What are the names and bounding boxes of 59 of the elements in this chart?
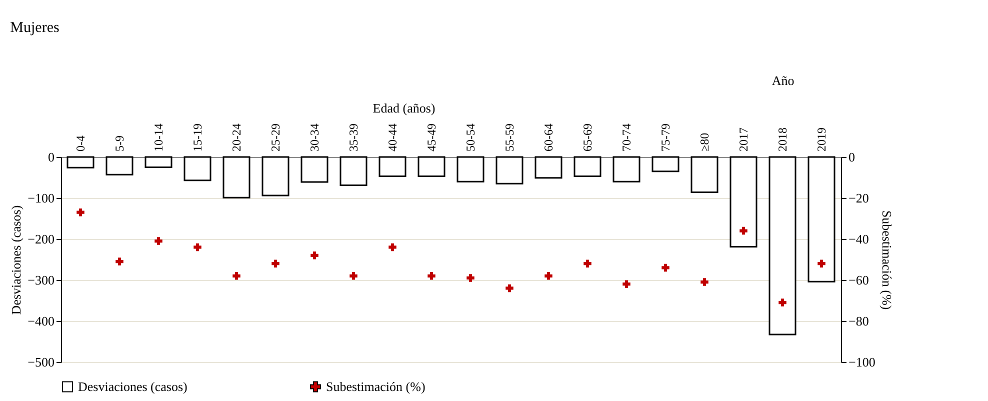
x-tick-label: 45-49: [424, 124, 438, 152]
x-tick-label: 5-9: [112, 136, 126, 152]
point: [818, 260, 826, 268]
point: [116, 258, 124, 266]
legend-label: Desviaciones (casos): [78, 378, 188, 394]
y-tick-label: −100: [28, 190, 54, 206]
y2-tick-label: −20: [848, 190, 869, 206]
x-tick-label: 40-44: [386, 124, 400, 152]
x-tick-label: ≥80: [698, 132, 712, 152]
y-tick-label: 0: [48, 150, 54, 164]
point: [740, 226, 748, 235]
x-tick-label: 25-29: [268, 124, 282, 152]
point: [232, 272, 240, 280]
y-tick-label: −400: [28, 314, 54, 328]
x-tick-label: 55-59: [502, 124, 516, 152]
y2-tick-label: −80: [848, 314, 869, 328]
x-tick-label: 60-64: [542, 124, 556, 152]
y2-tick-label: −40: [848, 232, 869, 246]
x-tick-label: 2019: [814, 128, 828, 152]
y2-tick-label: 0: [848, 150, 855, 164]
legend-label: Subestimación (%): [326, 378, 426, 394]
x-tick-label: 0-4: [74, 136, 88, 152]
point: [662, 264, 670, 272]
text: Año: [772, 73, 794, 88]
chart-title: Mujeres: [10, 20, 60, 36]
point: [350, 272, 358, 280]
x-tick-label: 10-14: [152, 124, 166, 152]
x-tick-label: 2018: [776, 128, 790, 152]
point: [544, 272, 552, 280]
y-tick-label: −200: [28, 232, 54, 246]
y2-axis-title: Subestimación (%): [879, 210, 894, 310]
x-tick-label: 70-74: [620, 124, 634, 152]
y2-tick-label: −100: [848, 354, 876, 370]
point: [778, 298, 786, 306]
y-tick-label: −300: [28, 272, 54, 288]
point: [310, 252, 318, 260]
point: [584, 260, 592, 268]
point: [622, 280, 630, 288]
y2-tick-label: −60: [848, 272, 869, 288]
point: [700, 278, 708, 286]
x-tick-label: 30-34: [308, 124, 322, 152]
point: [428, 272, 436, 280]
point: [466, 274, 474, 282]
x-tick-label: 75-79: [658, 124, 672, 152]
y-tick-label: −500: [28, 354, 54, 370]
x-tick-label: 20-24: [230, 124, 244, 152]
point: [154, 237, 162, 245]
x-tick-label: 15-19: [190, 124, 204, 152]
x-tick-label: 35-39: [346, 124, 360, 152]
x-axis-title: Edad (años): [372, 100, 436, 116]
point: [76, 208, 84, 216]
x-tick-label: 50-54: [464, 124, 478, 152]
y-axis-title: Desviaciones (casos): [8, 205, 24, 315]
point: [506, 284, 514, 292]
x-tick-label: 65-69: [580, 124, 594, 152]
point: [388, 243, 396, 252]
point: [272, 260, 280, 268]
point: [194, 243, 202, 252]
x-tick-label: 2017: [736, 128, 750, 152]
